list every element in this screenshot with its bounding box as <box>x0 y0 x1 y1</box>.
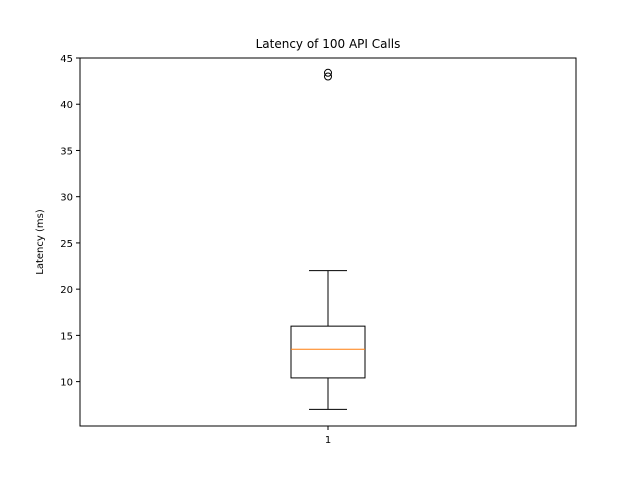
y-tick-label: 25 <box>60 239 73 250</box>
plot-area-frame <box>79 57 577 427</box>
y-tick-label: 10 <box>60 378 73 389</box>
y-tick-label: 30 <box>60 193 73 204</box>
outlier-point <box>324 68 332 77</box>
box-plot-series <box>290 68 366 410</box>
y-axis-label: Latency (ms) <box>35 209 46 275</box>
y-tick-label: 45 <box>60 54 73 65</box>
y-tick-label: 20 <box>60 285 73 296</box>
chart-title: Latency of 100 API Calls <box>256 37 401 51</box>
y-tick-label: 35 <box>60 146 73 157</box>
x-axis-ticks: 1 <box>325 426 331 446</box>
y-tick-label: 15 <box>60 331 73 342</box>
x-tick-label: 1 <box>325 435 331 446</box>
outlier-point <box>324 72 332 81</box>
interquartile-box <box>290 325 366 379</box>
y-axis-ticks: 10 15 20 25 30 35 40 45 <box>60 54 80 389</box>
y-tick-label: 40 <box>60 100 73 111</box>
